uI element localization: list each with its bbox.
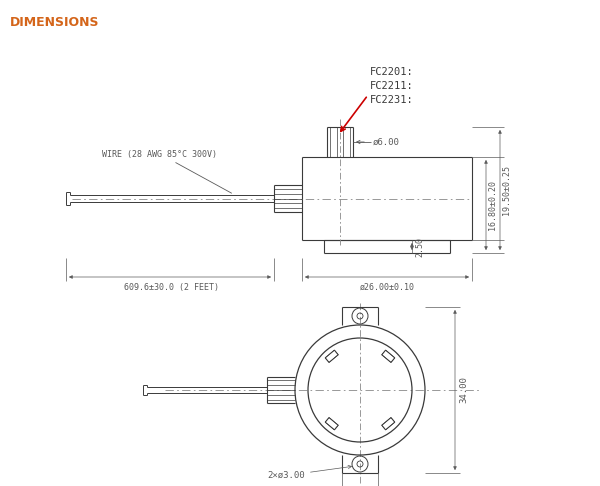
Text: ø6.00: ø6.00 [373,138,400,146]
Text: 2×ø3.00: 2×ø3.00 [268,465,352,480]
Bar [382,350,395,363]
Bar [382,417,395,430]
Text: FC2211:: FC2211: [370,81,414,91]
Text: 16.80±0.20: 16.80±0.20 [488,180,497,230]
Text: WIRE (28 AWG 85°C 300V): WIRE (28 AWG 85°C 300V) [103,150,232,193]
Text: 19.50±0.25: 19.50±0.25 [502,165,511,215]
Text: DIMENSIONS: DIMENSIONS [10,16,100,29]
Text: FC2201:: FC2201: [370,67,414,77]
Bar [325,417,338,430]
Text: FC2231:: FC2231: [370,95,414,105]
Bar [325,350,338,363]
Text: ø26.00±0.10: ø26.00±0.10 [359,283,415,292]
Text: 609.6±30.0 (2 FEET): 609.6±30.0 (2 FEET) [125,283,220,292]
Text: 34.00: 34.00 [459,377,468,403]
Text: 2.50: 2.50 [415,237,424,257]
